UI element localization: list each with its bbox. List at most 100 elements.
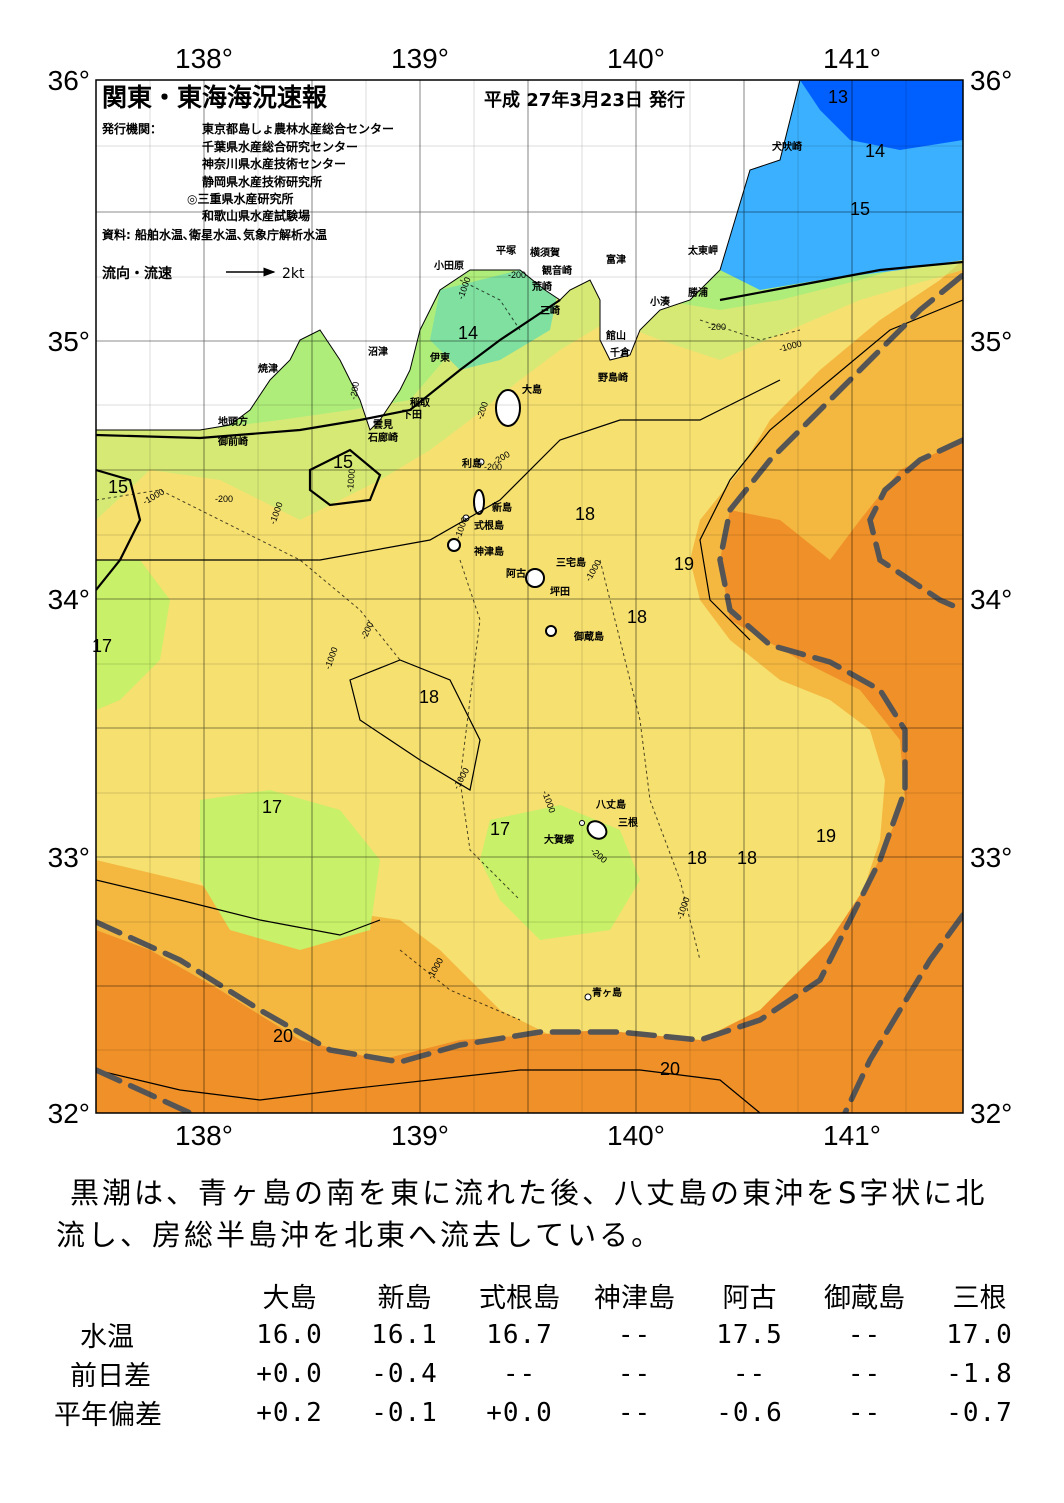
island-aogashima — [584, 993, 592, 1001]
table-header: 三根 — [952, 1283, 1007, 1314]
lat-label-left-34: 34° — [48, 584, 90, 615]
place-jitogata: 地頭方 — [218, 415, 248, 428]
lon-label-top-138: 138° — [175, 43, 233, 74]
table-cell: -- — [847, 1319, 882, 1350]
place-shikinejima: 式根島 — [474, 519, 504, 532]
place-tsubota: 坪田 — [550, 585, 570, 598]
island-niijima — [473, 489, 485, 515]
lon-label-top-141: 141° — [823, 43, 881, 74]
lat-label-right-33: 33° — [970, 842, 1012, 873]
place-odawara: 小田原 — [433, 259, 464, 272]
land-honshu — [96, 80, 801, 431]
table-cell: -1.8 — [946, 1358, 1013, 1389]
place-taitomisaki: 太東岬 — [687, 244, 718, 257]
table-cell: +0.0 — [256, 1358, 323, 1389]
temp-label: 15 — [333, 452, 353, 472]
temp-label: 20 — [273, 1026, 293, 1046]
isotherm-20-southwest — [96, 1069, 761, 1113]
table-row: 平年偏差 +0.2 -0.1 +0.0 -- -0.6 -- -0.7 — [50, 1393, 1037, 1432]
island-toshima — [477, 458, 485, 466]
isotherm-19 — [699, 299, 963, 641]
isotherm-14-boso — [719, 260, 963, 302]
water-temperature-table: 大島 新島 式根島 神津島 阿古 御蔵島 三根 水温 16.0 16.1 16.… — [50, 1276, 1037, 1432]
place-okago: 大賀郷 — [544, 833, 574, 846]
depth-label: -200 — [508, 270, 526, 280]
table-cell: -- — [617, 1397, 652, 1428]
place-oshima: 大島 — [522, 383, 542, 396]
table-header: 神津島 — [594, 1283, 675, 1314]
table-cell: +0.0 — [486, 1397, 553, 1428]
place-tateyama: 館山 — [605, 329, 626, 342]
place-niijima: 新島 — [492, 501, 512, 514]
map-title: 関東・東海海況速報 — [102, 83, 328, 112]
place-inatori: 稲取 — [410, 396, 431, 409]
temp-label: 20 — [660, 1059, 680, 1079]
kuroshio-axis-secondary — [867, 437, 963, 613]
place-hiratsuka: 平塚 — [496, 244, 516, 257]
place-toshima: 利島 — [462, 457, 482, 470]
place-chikura: 千倉 — [610, 346, 631, 359]
table-cell: -- — [847, 1397, 882, 1428]
island-mikurajima — [545, 625, 557, 637]
kuroshio-axis-southwest — [96, 1067, 193, 1113]
sea-zone-17-south — [200, 790, 380, 950]
issuer-1: 東京都島しょ農林水産総合センター — [202, 121, 394, 136]
lat-label-right-35: 35° — [970, 326, 1012, 357]
isobath-200-b — [699, 319, 801, 341]
isobath-1000-c — [599, 559, 701, 961]
table-header: 御蔵島 — [824, 1283, 905, 1314]
place-numazu: 沼津 — [368, 345, 388, 358]
table-cell: 17.5 — [716, 1319, 783, 1350]
temp-label: 13 — [828, 87, 848, 107]
table-cell: -0.6 — [716, 1397, 783, 1428]
temp-label: 17 — [262, 797, 282, 817]
table-cell: -- — [732, 1358, 767, 1389]
place-ako: 阿古 — [506, 567, 526, 580]
temp-label: 19 — [816, 826, 836, 846]
issue-date: 平成 27年3月23日 発行 — [484, 89, 685, 111]
depth-label: -200 — [215, 494, 233, 504]
issuer-3: 神奈川県水産技術センター — [202, 156, 346, 171]
sea-zone-13 — [800, 80, 963, 150]
depth-label: -1000 — [345, 468, 357, 492]
isobath-200-a — [459, 279, 521, 331]
table-cell: -- — [617, 1358, 652, 1389]
map-frame — [95, 79, 964, 1114]
place-kumomi: 雲見 — [373, 419, 393, 431]
row-label: 水温 — [80, 1322, 134, 1353]
place-katsuura: 勝浦 — [688, 286, 708, 299]
temp-label: 18 — [575, 504, 595, 524]
place-yaizu: 焼津 — [258, 362, 278, 375]
table-row: 前日差 +0.0 -0.4 -- -- -- -- -1.8 — [50, 1354, 1037, 1393]
table-cell: -0.1 — [371, 1397, 438, 1428]
table-cell: 16.7 — [486, 1319, 553, 1350]
table-row: 水温 16.0 16.1 16.7 -- 17.5 -- 17.0 — [50, 1315, 1037, 1354]
issuer-2: 千葉県水産総合研究センター — [202, 139, 358, 154]
lat-label-left-33: 33° — [48, 842, 90, 873]
island-oshima — [495, 389, 521, 427]
table-cell: -0.7 — [946, 1397, 1013, 1428]
temp-label: 18 — [687, 848, 707, 868]
lat-label-left-32: 32° — [48, 1098, 90, 1129]
temp-label: 17 — [92, 636, 112, 656]
place-kozushima: 神津島 — [474, 545, 504, 558]
place-kominato: 小湊 — [649, 295, 671, 308]
temp-label: 15 — [108, 477, 128, 497]
place-aogashima: 青ヶ島 — [592, 986, 622, 999]
table-cell: -- — [847, 1358, 882, 1389]
temp-label: 17 — [490, 819, 510, 839]
place-omaezaki: 御前崎 — [217, 435, 248, 448]
table-cell: -0.4 — [371, 1358, 438, 1389]
table-header: 大島 — [262, 1283, 317, 1314]
place-yokosuka: 横須賀 — [530, 246, 560, 259]
place-miyakejima: 三宅島 — [556, 556, 586, 569]
island-kozushima — [447, 538, 461, 552]
place-hachijojima: 八丈島 — [595, 798, 626, 811]
isotherm-15-west — [96, 468, 142, 591]
temp-label: 18 — [737, 848, 757, 868]
issuer-6: 和歌山県水産試験場 — [201, 208, 310, 223]
depth-label: -200 — [348, 381, 361, 400]
row-label: 前日差 — [70, 1361, 151, 1392]
isotherm-15 — [96, 299, 561, 440]
place-futtsu: 富津 — [606, 253, 626, 266]
